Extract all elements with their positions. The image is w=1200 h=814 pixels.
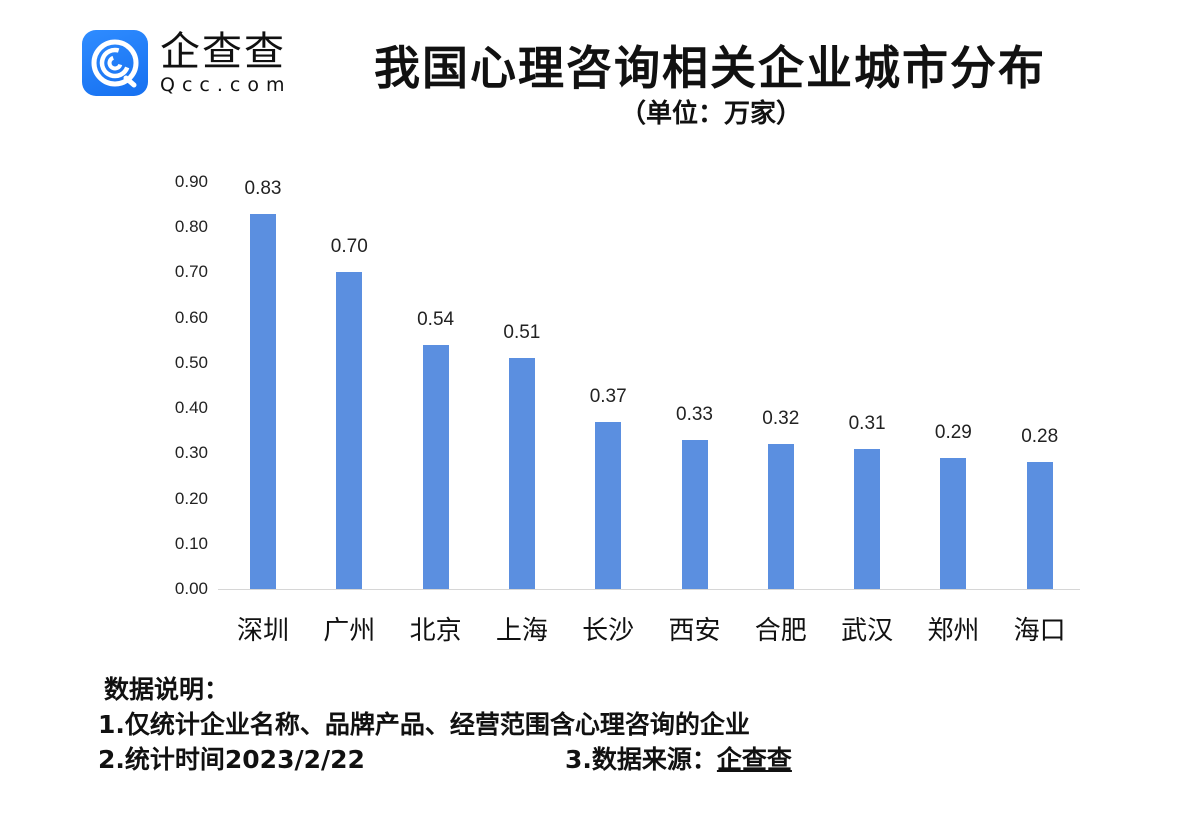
y-tick-label: 0.30 xyxy=(174,443,208,463)
bar xyxy=(681,439,708,589)
source-prefix: 3.数据来源： xyxy=(565,745,717,774)
data-notes: 数据说明： 1.仅统计企业名称、品牌产品、经营范围含心理咨询的企业 2.统计时间… xyxy=(98,672,750,777)
chart-unit: （单位：万家） xyxy=(620,99,803,129)
qcc-q-logo-icon xyxy=(82,30,148,96)
x-category-label: 武汉 xyxy=(841,616,894,646)
x-category-label: 郑州 xyxy=(927,616,980,646)
x-category-label: 长沙 xyxy=(582,616,635,646)
bar xyxy=(1026,462,1053,589)
bar-value-label: 0.29 xyxy=(934,421,972,443)
bar-value-label: 0.32 xyxy=(762,408,800,430)
bar-chart: 0.00 0.10 0.20 0.30 0.40 0.50 0.60 0.70 0.80 0.90… xyxy=(174,172,1080,646)
x-category-label: 合肥 xyxy=(754,616,807,646)
x-category-label: 上海 xyxy=(495,616,548,646)
notes-heading: 数据说明： xyxy=(104,675,230,704)
bar xyxy=(422,344,449,589)
bar-value-label: 0.70 xyxy=(330,236,368,258)
notes-line-1: 1.仅统计企业名称、品牌产品、经营范围含心理咨询的企业 xyxy=(98,710,750,739)
logo-name-cn: 企查查 xyxy=(160,29,286,75)
y-tick-label: 0.20 xyxy=(174,488,208,508)
bar xyxy=(336,272,363,589)
bar-value-label: 0.83 xyxy=(244,177,282,199)
bar-value-label: 0.28 xyxy=(1021,426,1059,448)
x-category-label: 深圳 xyxy=(236,616,289,646)
y-tick-label: 0.80 xyxy=(174,217,208,237)
y-tick-label: 0.40 xyxy=(174,398,208,418)
source-name: 企查查 xyxy=(716,745,792,774)
bar-value-label: 0.51 xyxy=(503,322,541,344)
y-tick-label: 0.60 xyxy=(174,307,208,327)
bar xyxy=(854,448,881,589)
y-tick-label: 0.10 xyxy=(174,533,208,553)
brand-logo: 企查查 Qcc.com xyxy=(82,30,291,96)
x-axis-line xyxy=(218,589,1080,590)
y-tick-label: 0.70 xyxy=(174,262,208,282)
x-category-label: 海口 xyxy=(1013,616,1066,646)
notes-line-2: 2.统计时间2023/2/22 xyxy=(98,745,365,774)
y-tick-label: 0.50 xyxy=(174,352,208,372)
logo-name-en: Qcc.com xyxy=(160,74,292,96)
bar xyxy=(508,358,535,589)
data-source: 3.数据来源：企查查 xyxy=(565,742,792,777)
bar-value-label: 0.31 xyxy=(848,412,886,434)
y-tick-label: 0.90 xyxy=(174,172,208,191)
y-tick-label: 0.00 xyxy=(174,579,208,598)
bar-value-label: 0.54 xyxy=(417,308,455,330)
bar xyxy=(940,457,967,589)
bar xyxy=(595,421,622,589)
chart-title: 我国心理咨询相关企业城市分布 xyxy=(374,41,1046,95)
bar-value-label: 0.37 xyxy=(589,385,627,407)
x-category-label: 北京 xyxy=(409,616,462,646)
bar xyxy=(767,444,794,589)
bar-value-label: 0.33 xyxy=(676,403,713,425)
x-category-label: 广州 xyxy=(323,616,376,646)
x-category-label: 西安 xyxy=(668,616,721,646)
bar xyxy=(250,213,276,589)
